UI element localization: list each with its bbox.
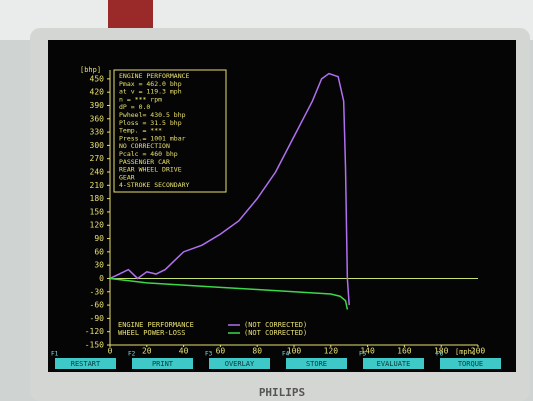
info-line: 4-STROKE SECONDARY: [119, 181, 190, 189]
info-line: NO CORRECTION: [119, 142, 170, 150]
function-key-label: OVERLAY: [225, 360, 255, 368]
y-tick-label: 450: [90, 74, 105, 83]
info-line: Press.= 1001 mbar: [119, 134, 186, 142]
x-tick-label: 20: [142, 347, 152, 356]
y-tick-label: 180: [90, 194, 105, 203]
y-tick-label: 90: [94, 234, 104, 243]
info-line: Temp. = ***: [119, 127, 162, 135]
info-line: Pcalc = 460 bhp: [119, 150, 178, 158]
y-tick-label: 270: [90, 154, 105, 163]
page: {"chart_data": {"type": "line", "y_label…: [0, 0, 533, 401]
y-tick-label: 420: [90, 88, 105, 97]
legend-label: ENGINE PERFORMANCE: [118, 321, 194, 329]
info-line: at v = 119.3 mph: [119, 88, 182, 96]
y-tick-label: 390: [90, 101, 105, 110]
y-tick-label: 330: [90, 128, 105, 137]
brand: PHILIPS: [259, 386, 305, 399]
y-tick-label: 300: [90, 141, 105, 150]
function-key-id: F5: [359, 351, 367, 358]
y-tick-label: 360: [90, 114, 105, 123]
y-tick-label: 240: [90, 168, 105, 177]
function-key-id: F3: [205, 351, 213, 358]
info-line: GEAR: [119, 173, 135, 181]
function-key-id: F2: [128, 351, 136, 358]
x-tick-label: 40: [179, 347, 189, 356]
info-line: Ploss = 31.5 bhp: [119, 119, 182, 127]
function-key-label: RESTART: [71, 360, 101, 368]
y-tick-label: -150: [85, 341, 104, 350]
x-tick-label: 200: [471, 347, 486, 356]
y-tick-label: -120: [85, 327, 104, 336]
info-line: Pwheel= 430.5 bhp: [119, 111, 186, 119]
y-tick-label: -90: [90, 314, 105, 323]
x-tick-label: 120: [324, 347, 339, 356]
y-tick-label: 120: [90, 221, 105, 230]
x-tick-label: 60: [216, 347, 226, 356]
info-line: Pmax = 462.0 bhp: [119, 80, 182, 88]
function-key-label: EVALUATE: [377, 360, 411, 368]
y-axis-label: [bhp]: [80, 66, 101, 74]
info-line: dP = 0.0: [119, 103, 150, 111]
y-tick-label: 60: [94, 247, 104, 256]
info-line: n = *** rpm: [119, 95, 162, 103]
function-key-id: F1: [51, 351, 59, 358]
x-tick-label: 160: [397, 347, 412, 356]
background-object: [108, 0, 153, 32]
function-key-id: F4: [282, 351, 290, 358]
photo: PHILIPS [bhp][mph]-150-120-90-60-3003060…: [0, 0, 533, 401]
info-line: ENGINE PERFORMANCE: [119, 72, 190, 80]
y-tick-label: 30: [94, 261, 104, 270]
legend-note: (NOT CORRECTED): [244, 321, 307, 329]
function-key-id: F6: [436, 351, 444, 358]
function-key-label: PRINT: [152, 360, 174, 368]
x-tick-label: 0: [108, 347, 113, 356]
y-tick-label: 150: [90, 207, 105, 216]
info-line: REAR WHEEL DRIVE: [119, 166, 182, 174]
function-key-label: TORQUE: [458, 360, 483, 368]
info-line: PASSENGER CAR: [119, 158, 170, 166]
function-key-label: STORE: [306, 360, 327, 368]
legend-note: (NOT CORRECTED): [244, 329, 307, 337]
y-tick-label: 0: [99, 274, 104, 283]
legend-label: WHEEL POWER-LOSS: [118, 329, 185, 337]
y-tick-label: -60: [90, 301, 105, 310]
x-tick-label: 80: [252, 347, 262, 356]
y-tick-label: 210: [90, 181, 105, 190]
y-tick-label: -30: [90, 287, 105, 296]
